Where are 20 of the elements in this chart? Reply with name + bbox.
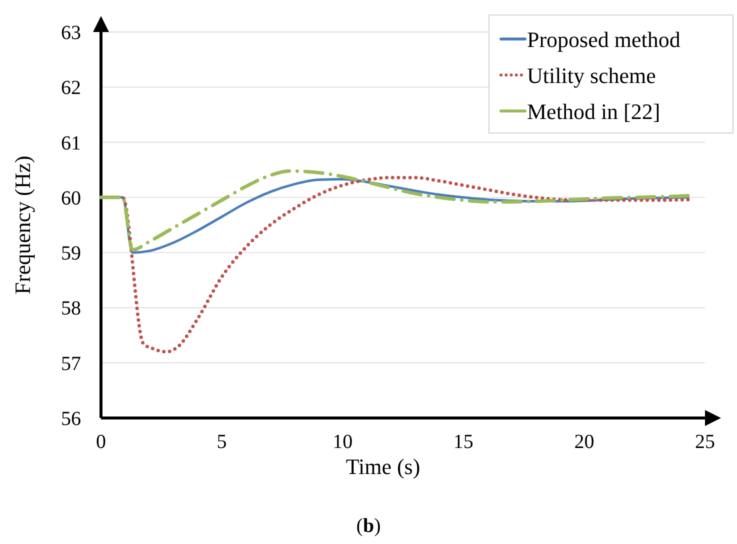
y-tick-label: 56 [61,408,81,430]
y-tick-label: 59 [61,242,81,265]
legend-label: Proposed method [527,27,680,52]
x-tick-label: 15 [453,431,474,453]
y-tick-label: 60 [61,187,81,210]
x-tick-label: 5 [216,431,227,453]
y-tick-label: 57 [61,352,81,375]
x-tick-label: 25 [695,431,715,453]
legend-label: Utility scheme [527,63,656,88]
x-tick-label: 20 [574,431,594,453]
y-axis-title: Frequency (Hz) [10,156,35,294]
legend-label: Method in [22] [527,99,660,124]
y-tick-label: 62 [61,77,81,100]
x-tick-label: 10 [332,431,353,453]
y-tick-label: 58 [61,298,81,320]
x-axis-title: Time (s) [346,454,420,479]
x-tick-label: 0 [96,431,106,453]
text: (b) [356,515,381,537]
y-tick-label: 63 [61,22,81,44]
y-tick-label: 61 [61,132,81,154]
